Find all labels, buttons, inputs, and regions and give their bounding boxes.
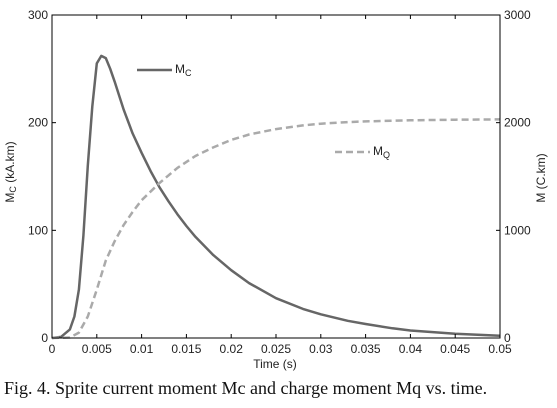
plot-frame: [51, 14, 501, 339]
y-right-tick-label: 2000: [504, 116, 531, 130]
x-tick-label: 0: [49, 342, 56, 356]
y-left-tick-label: 300: [28, 8, 48, 22]
series-line-mc: [51, 54, 501, 340]
x-tick-label: 0.025: [261, 342, 291, 356]
x-tick-label: 0.015: [171, 342, 201, 356]
y-left-tick-label: 100: [28, 223, 48, 237]
x-tick-label: 0.005: [82, 342, 112, 356]
x-tick-label: 0.035: [351, 342, 381, 356]
legend-mc-label: MC: [175, 62, 192, 78]
y-axis-right-label: M (C.km): [534, 153, 548, 202]
x-tick-label: 0.02: [220, 342, 244, 356]
y-left-tick-label: 200: [28, 116, 48, 130]
x-tick-label: 0.045: [440, 342, 470, 356]
x-tick-label: 0.03: [309, 342, 333, 356]
legend-mq-label: MQ: [373, 144, 390, 160]
y-left-tick-label: 0: [41, 331, 48, 345]
y-axis-left-label: MC (kA.km): [3, 141, 18, 202]
x-tick-label: 0.04: [399, 342, 423, 356]
figure-caption: Fig. 4. Sprite current moment Mc and cha…: [4, 378, 488, 398]
x-tick-label: 0.05: [488, 342, 512, 356]
y-right-tick-label: 1000: [504, 223, 531, 237]
series-line-mq: [51, 118, 501, 340]
x-tick-label: 0.01: [130, 342, 154, 356]
chart: 0 0.005 0.01 0.015 0.02 0.025 0.03 0.035 0.04 0.0…: [3, 8, 548, 371]
y-right-tick-label: 0: [504, 331, 511, 345]
x-axis-label: Time (s): [253, 357, 297, 371]
y-right-tick-label: 3000: [504, 8, 531, 22]
